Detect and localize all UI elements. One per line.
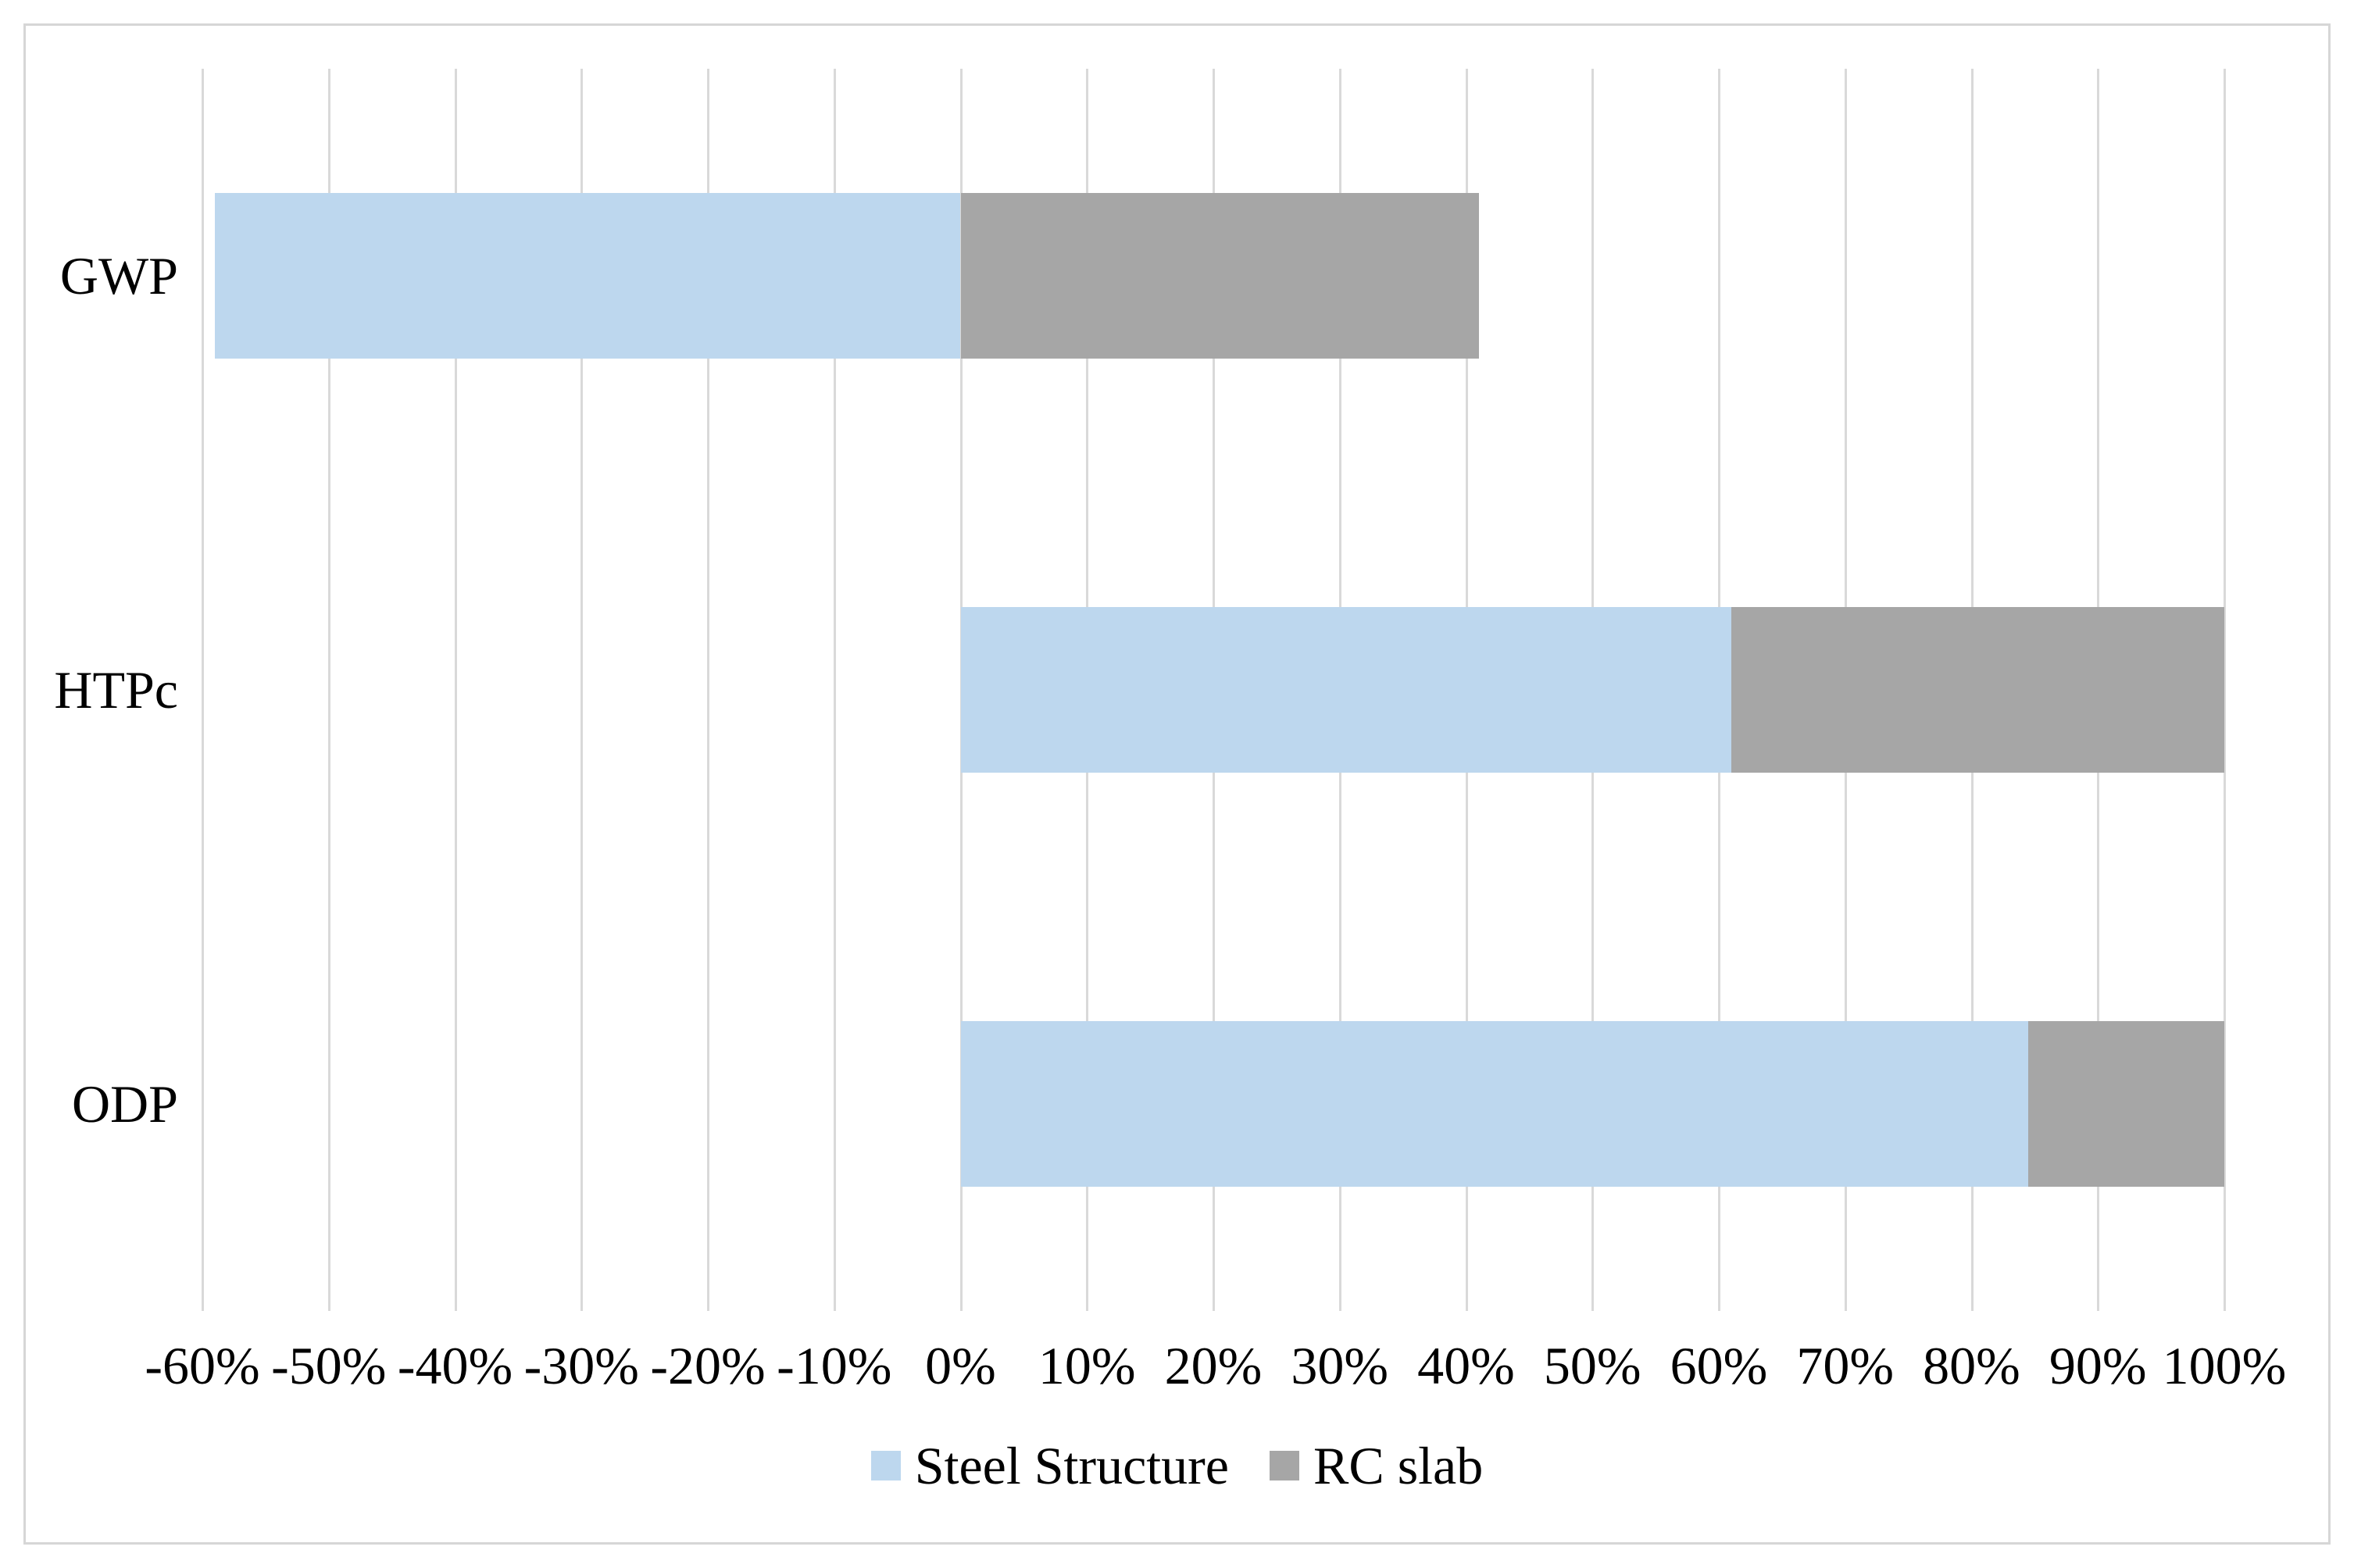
- x-tick-label: -10%: [777, 1336, 892, 1395]
- gridline: [833, 69, 836, 1311]
- gridline: [580, 69, 584, 1311]
- gridline: [202, 69, 204, 1311]
- gridline: [327, 69, 330, 1311]
- x-tick-label: 20%: [1164, 1336, 1263, 1395]
- legend-swatch-rc-slab: [1269, 1451, 1299, 1480]
- x-tick-label: 30%: [1291, 1336, 1389, 1395]
- category-label: GWP: [59, 246, 178, 305]
- bar-segment-rc-slab: [960, 193, 1479, 359]
- x-tick-label: -60%: [145, 1336, 260, 1395]
- bar-segment-rc-slab: [1731, 607, 2224, 773]
- x-tick-label: -40%: [397, 1336, 513, 1395]
- x-tick-label: 0%: [925, 1336, 996, 1395]
- x-tick-label: 80%: [1923, 1336, 2020, 1395]
- legend-swatch-steel-structure: [870, 1451, 901, 1480]
- x-tick-label: -50%: [271, 1336, 387, 1395]
- x-tick-label: -30%: [523, 1336, 639, 1395]
- legend-item-steel-structure: Steel Structure: [870, 1436, 1229, 1495]
- bar-segment-steel-structure: [960, 1021, 2029, 1187]
- category-label: ODP: [71, 1074, 178, 1134]
- x-tick-label: 10%: [1038, 1336, 1136, 1395]
- x-tick-label: 40%: [1417, 1336, 1515, 1395]
- x-tick-label: 90%: [2049, 1336, 2147, 1395]
- legend-label-rc-slab: RC slab: [1313, 1436, 1484, 1495]
- legend-label-steel-structure: Steel Structure: [914, 1436, 1229, 1495]
- legend: Steel Structure RC slab: [0, 1439, 2354, 1492]
- x-tick-label: -20%: [650, 1336, 766, 1395]
- legend-item-rc-slab: RC slab: [1269, 1436, 1484, 1495]
- category-label: HTPc: [54, 660, 178, 720]
- bar-segment-steel-structure: [960, 607, 1732, 773]
- x-tick-label: 50%: [1543, 1336, 1641, 1395]
- gridline: [454, 69, 457, 1311]
- bar-segment-rc-slab: [2028, 1021, 2224, 1187]
- x-tick-label: 100%: [2162, 1336, 2287, 1395]
- x-tick-label: 60%: [1670, 1336, 1768, 1395]
- bar-segment-steel-structure: [215, 193, 961, 359]
- x-tick-label: 70%: [1796, 1336, 1895, 1395]
- gridline: [2224, 69, 2226, 1311]
- gridline: [707, 69, 709, 1311]
